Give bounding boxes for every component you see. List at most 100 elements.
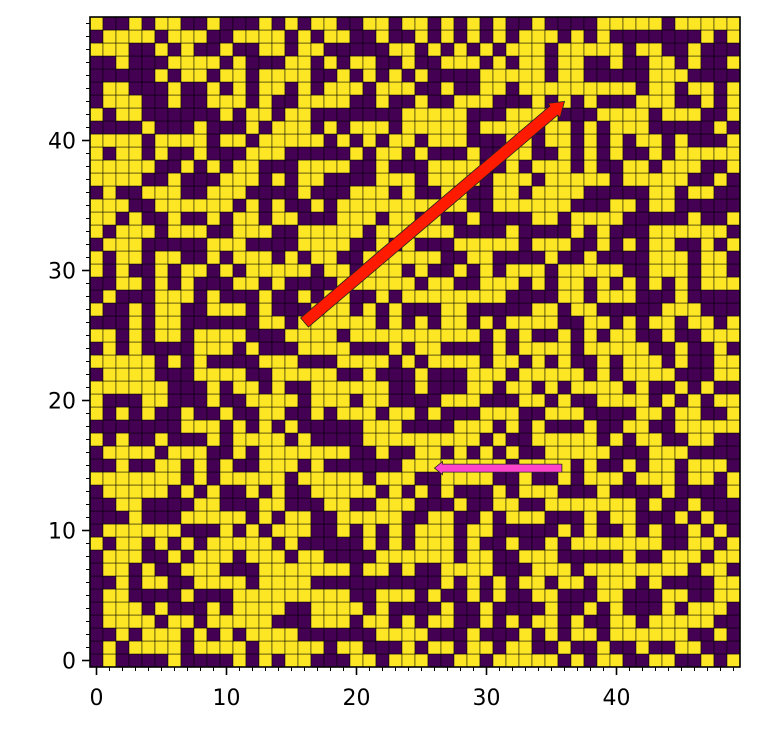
- open-cell: [167, 198, 182, 213]
- wall-cell: [544, 354, 559, 369]
- wall-cell: [232, 497, 247, 512]
- open-cell: [687, 458, 702, 473]
- wall-cell: [141, 94, 156, 109]
- open-cell: [414, 120, 429, 135]
- open-cell: [167, 549, 182, 564]
- x-tick-label: 20: [343, 686, 371, 711]
- open-cell: [271, 81, 286, 96]
- wall-cell: [388, 367, 403, 382]
- wall-cell: [479, 627, 494, 642]
- wall-cell: [349, 419, 364, 434]
- open-cell: [596, 224, 611, 239]
- wall-cell: [648, 341, 663, 356]
- open-cell: [102, 523, 117, 538]
- open-cell: [427, 354, 442, 369]
- wall-cell: [505, 549, 520, 564]
- open-cell: [258, 419, 273, 434]
- open-cell: [440, 523, 455, 538]
- open-cell: [466, 55, 481, 70]
- wall-cell: [453, 224, 468, 239]
- wall-cell: [219, 289, 234, 304]
- wall-cell: [193, 250, 208, 265]
- wall-cell: [141, 497, 156, 512]
- open-cell: [648, 562, 663, 577]
- open-cell: [687, 471, 702, 486]
- open-cell: [531, 94, 546, 109]
- open-cell: [115, 224, 130, 239]
- wall-cell: [388, 354, 403, 369]
- open-cell: [180, 445, 195, 460]
- wall-cell: [596, 510, 611, 525]
- open-cell: [297, 224, 312, 239]
- wall-cell: [661, 29, 676, 44]
- wall-cell: [440, 627, 455, 642]
- wall-cell: [596, 419, 611, 434]
- wall-cell: [635, 601, 650, 616]
- open-cell: [362, 211, 377, 226]
- open-cell: [544, 614, 559, 629]
- wall-cell: [115, 68, 130, 83]
- open-cell: [557, 172, 572, 187]
- open-cell: [89, 328, 104, 343]
- open-cell: [154, 263, 169, 278]
- wall-cell: [557, 224, 572, 239]
- open-cell: [349, 640, 364, 655]
- open-cell: [453, 302, 468, 317]
- open-cell: [362, 432, 377, 447]
- wall-cell: [89, 367, 104, 382]
- open-cell: [687, 497, 702, 512]
- open-cell: [544, 198, 559, 213]
- wall-cell: [102, 536, 117, 551]
- open-cell: [297, 55, 312, 70]
- wall-cell: [323, 107, 338, 122]
- wall-cell: [479, 536, 494, 551]
- open-cell: [271, 120, 286, 135]
- wall-cell: [349, 133, 364, 148]
- wall-cell: [726, 380, 741, 395]
- open-cell: [401, 354, 416, 369]
- open-cell: [596, 81, 611, 96]
- open-cell: [726, 133, 741, 148]
- open-cell: [596, 263, 611, 278]
- wall-cell: [297, 419, 312, 434]
- wall-cell: [440, 653, 455, 668]
- open-cell: [388, 172, 403, 187]
- wall-cell: [726, 497, 741, 512]
- wall-cell: [531, 380, 546, 395]
- wall-cell: [102, 419, 117, 434]
- wall-cell: [245, 445, 260, 460]
- open-cell: [206, 510, 221, 525]
- open-cell: [557, 263, 572, 278]
- wall-cell: [505, 211, 520, 226]
- open-cell: [128, 250, 143, 265]
- open-cell: [440, 575, 455, 590]
- wall-cell: [427, 653, 442, 668]
- open-cell: [232, 653, 247, 668]
- wall-cell: [427, 16, 442, 31]
- wall-cell: [128, 458, 143, 473]
- wall-cell: [557, 549, 572, 564]
- open-cell: [232, 237, 247, 252]
- open-cell: [193, 55, 208, 70]
- wall-cell: [557, 536, 572, 551]
- wall-cell: [518, 497, 533, 512]
- wall-cell: [271, 302, 286, 317]
- wall-cell: [440, 406, 455, 421]
- open-cell: [401, 172, 416, 187]
- open-cell: [284, 55, 299, 70]
- open-cell: [180, 510, 195, 525]
- open-cell: [661, 393, 676, 408]
- wall-cell: [622, 211, 637, 226]
- open-cell: [349, 315, 364, 330]
- wall-cell: [713, 68, 728, 83]
- wall-cell: [89, 575, 104, 590]
- wall-cell: [622, 185, 637, 200]
- open-cell: [141, 614, 156, 629]
- open-cell: [362, 16, 377, 31]
- wall-cell: [349, 159, 364, 174]
- open-cell: [622, 198, 637, 213]
- wall-cell: [115, 653, 130, 668]
- open-cell: [180, 198, 195, 213]
- wall-cell: [570, 120, 585, 135]
- open-cell: [310, 471, 325, 486]
